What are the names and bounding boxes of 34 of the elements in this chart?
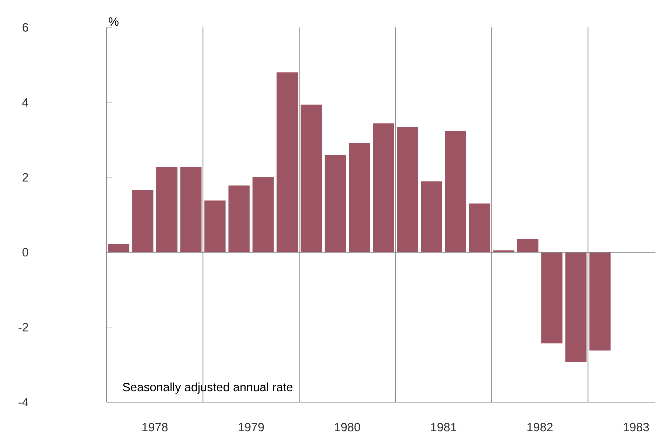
x-tick-label: 1978	[142, 423, 168, 432]
bar	[566, 252, 587, 362]
bar	[542, 252, 563, 344]
x-tick-label: 1979	[238, 423, 264, 432]
bar	[276, 72, 298, 253]
bar	[324, 155, 346, 253]
x-tick-label: 1982	[528, 423, 553, 432]
y-axis-title: %	[108, 18, 119, 26]
x-tick-label: 1981	[431, 423, 457, 432]
bar	[180, 167, 202, 253]
bar	[252, 178, 274, 253]
bar	[421, 182, 442, 253]
y-tick-label: -2	[18, 323, 28, 332]
y-tick-label: 6	[22, 24, 28, 32]
x-tick-label: 1983	[624, 423, 650, 432]
bar	[469, 204, 491, 253]
bar	[204, 200, 226, 253]
annotation: Seasonally adjusted annual rate	[123, 382, 293, 394]
bar	[445, 131, 466, 253]
bar	[517, 239, 539, 253]
bar	[156, 167, 178, 253]
y-tick-label: 0	[22, 248, 28, 257]
bar	[373, 124, 394, 253]
y-tick-label: 2	[22, 174, 28, 182]
bar	[349, 143, 370, 253]
x-tick-label: 1980	[335, 423, 360, 432]
bar	[397, 127, 418, 253]
y-tick-label: 4	[22, 98, 29, 107]
bar	[590, 252, 611, 351]
bar	[108, 244, 130, 253]
bar	[300, 104, 322, 253]
bar	[228, 186, 250, 253]
y-tick-label: -4	[18, 398, 29, 407]
bar	[132, 190, 154, 253]
